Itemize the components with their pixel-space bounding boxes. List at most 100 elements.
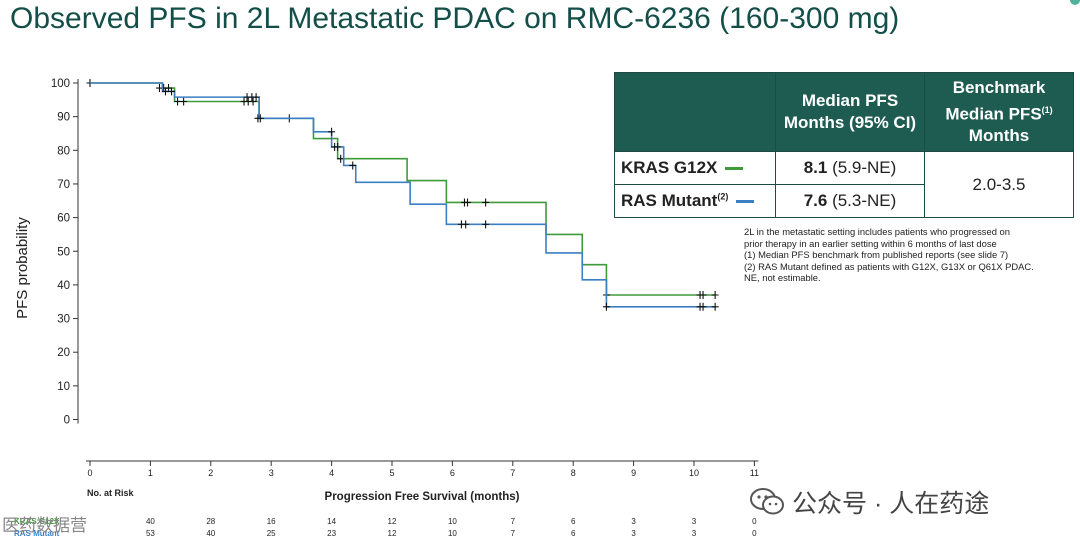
footnote-line: 2L in the metastatic setting includes pa… — [744, 226, 1010, 237]
at-risk-value: 23 — [327, 529, 336, 538]
at-risk-value: 7 — [511, 529, 516, 538]
slide-title: Observed PFS in 2L Metastatic PDAC on RM… — [10, 2, 900, 35]
censor-mark — [252, 93, 260, 102]
censor-mark — [328, 127, 336, 136]
ras-median-value: 7.6 — [803, 191, 828, 210]
censor-mark — [462, 220, 470, 229]
y-tick-label: 100 — [51, 78, 70, 90]
y-tick-label: 30 — [57, 314, 70, 326]
at-risk-value: 10 — [448, 517, 457, 526]
kras-median-value: 8.1 — [803, 158, 828, 177]
median-pfs-header: Median PFS Months (95% CI) — [775, 72, 925, 152]
y-axis-label: PFS probability — [14, 217, 31, 319]
censor-mark — [711, 302, 719, 311]
y-tick-label: 80 — [57, 145, 70, 157]
ras-median-ci: (5.3-NE) — [832, 191, 897, 210]
y-tick-label: 0 — [64, 415, 70, 427]
at-risk-value: 10 — [448, 529, 457, 538]
y-tick-label: 20 — [57, 347, 70, 359]
at-risk-value: 0 — [752, 529, 757, 538]
y-tick-label: 90 — [57, 112, 70, 124]
kras-legend-swatch — [725, 167, 744, 171]
at-risk-value: 12 — [388, 529, 397, 538]
benchmark-header-units: Months — [968, 126, 1030, 146]
at-risk-value: 40 — [206, 529, 215, 538]
table-corner-cell — [614, 72, 776, 152]
row-label-text: RAS Mutant — [621, 191, 718, 210]
row-label-text: KRAS G12X — [621, 158, 718, 177]
x-tick-label: 8 — [571, 468, 576, 478]
at-risk-value: 28 — [206, 517, 215, 526]
at-risk-value: 7 — [511, 517, 516, 526]
x-tick-label: 10 — [689, 468, 699, 478]
watermark: 公众号 · 人在药途 — [750, 484, 989, 520]
x-tick-label: 2 — [208, 468, 213, 478]
at-risk-row-label: RAS Mutant — [14, 529, 60, 538]
footnote-line: prior therapy in an earlier setting with… — [744, 237, 997, 249]
censor-mark — [711, 290, 719, 299]
at-risk-value: 6 — [571, 517, 576, 526]
at-risk-value: 12 — [388, 517, 397, 526]
at-risk-value: 25 — [267, 529, 276, 538]
y-tick-label: 70 — [57, 179, 70, 191]
x-tick-label: 6 — [450, 468, 455, 478]
x-tick-label: 7 — [510, 468, 515, 478]
censor-mark — [180, 97, 188, 106]
x-tick-label: 4 — [329, 468, 334, 478]
censor-mark — [249, 97, 257, 106]
at-risk-table: KRAS G12X 40 28 16 14 12 10 7 6 3 3 0 RAS Mutant 53 40… — [14, 517, 757, 538]
x-tick-label: 9 — [631, 468, 636, 478]
censor-mark — [349, 161, 357, 170]
censor-mark — [464, 198, 471, 207]
benchmark-header-sup: (1) — [1041, 104, 1053, 115]
chart-axes: 0 10 20 30 40 50 60 70 80 90 100 0 1 2 3 4 5 6 7 8 9 10 11 — [51, 78, 759, 478]
censor-mark — [174, 97, 182, 106]
benchmark-header-text: Benchmark Median PFS — [945, 77, 1046, 124]
censor-mark — [162, 87, 169, 96]
y-tick-label: 50 — [57, 246, 70, 258]
wechat-icon — [750, 488, 784, 515]
benchmark-header: Benchmark Median PFS(1) Months — [924, 72, 1074, 152]
kras-median-ci: (5.9-NE) — [832, 158, 897, 177]
x-tick-label: 1 — [148, 468, 153, 478]
at-risk-value: 40 — [146, 517, 155, 526]
x-tick-label: 5 — [389, 468, 394, 478]
row-label-sup: (2) — [717, 191, 729, 202]
kras-median-pfs: 8.1 (5.9-NE) — [775, 151, 925, 185]
y-tick-label: 40 — [57, 280, 70, 292]
footnote-line: (1) Median PFS benchmark from published … — [744, 249, 1009, 261]
corner-accent — [1070, 0, 1080, 5]
table-row: KRAS G12X 8.1 (5.9-NE) 2.0-3.5 — [614, 151, 1074, 218]
at-risk-value: 3 — [631, 517, 636, 526]
footnote-line: NE, not estimable. — [744, 272, 821, 284]
at-risk-value: 53 — [146, 529, 155, 538]
censor-mark — [334, 142, 342, 151]
watermark-text: 公众号 · 人在药途 — [792, 490, 990, 518]
chart-series — [86, 79, 719, 311]
x-tick-label: 11 — [750, 468, 759, 478]
censor-mark — [256, 114, 264, 123]
y-tick-label: 60 — [57, 213, 70, 225]
ras-legend-swatch — [736, 200, 755, 204]
at-risk-value: 3 — [631, 529, 636, 538]
at-risk-row-label: KRAS G12X — [14, 517, 60, 526]
at-risk-value: 3 — [692, 517, 697, 526]
at-risk-value: 3 — [692, 529, 697, 538]
at-risk-value: 6 — [571, 529, 576, 538]
ras-median-pfs: 7.6 (5.3-NE) — [775, 184, 925, 218]
censor-mark — [699, 302, 707, 311]
y-tick-label: 10 — [57, 381, 70, 393]
at-risk-value: 0 — [752, 517, 757, 526]
table-header-row: Median PFS Months (95% CI) Benchmark Med… — [614, 72, 1074, 152]
table-row: RAS Mutant(2) 7.6 (5.3-NE) — [614, 184, 1074, 218]
at-risk-value: 16 — [267, 517, 276, 526]
x-axis-label: Progression Free Survival (months) — [325, 491, 520, 503]
watermark-left: 医药数据营 — [2, 516, 87, 535]
censor-mark — [482, 198, 490, 207]
row-label-ras: RAS Mutant(2) — [614, 184, 776, 218]
benchmark-value: 2.0-3.5 — [924, 151, 1074, 218]
at-risk-value: 14 — [327, 517, 336, 526]
censor-mark — [602, 302, 610, 311]
footnote-line: (2) RAS Mutant defined as patients with … — [744, 260, 1034, 272]
